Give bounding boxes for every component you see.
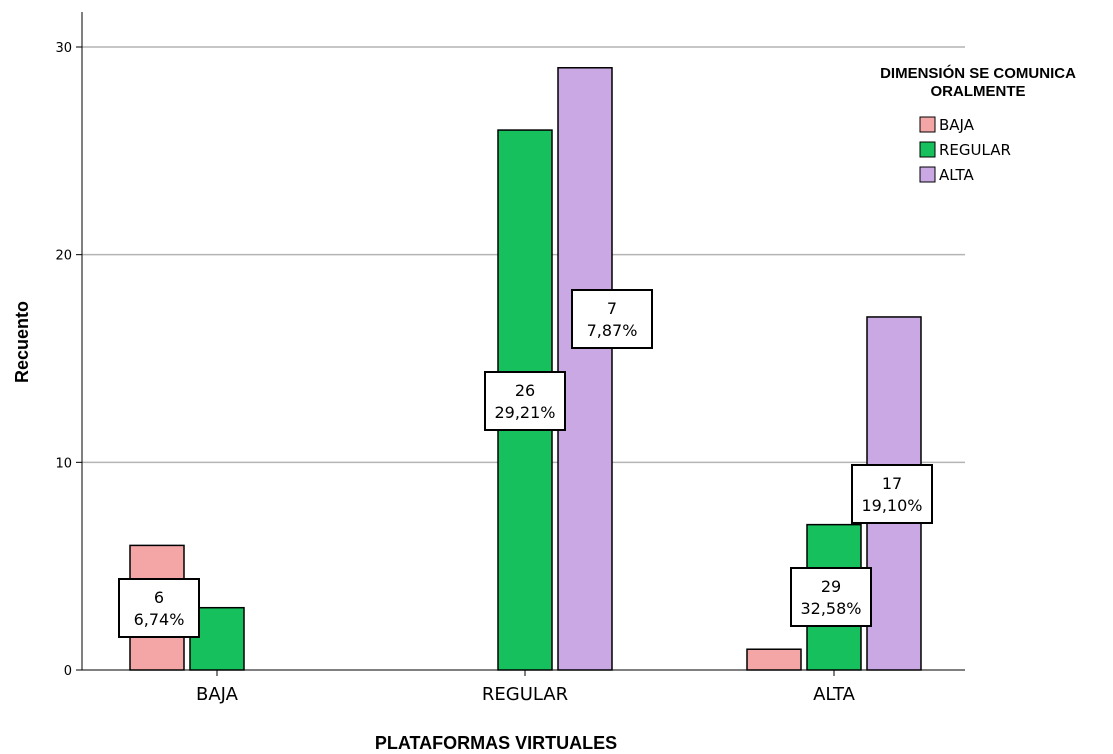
legend-label: BAJA [939,116,975,134]
bar-alta-baja [746,648,802,671]
y-axis-ticks: 0 10 20 30 [55,41,82,679]
x-axis-categories: BAJA REGULAR ALTA [196,670,856,705]
data-label: 29 32,58% [790,567,872,627]
data-labels: 6 6,74% 26 29,21% 7 7,87% 29 32,58% 17 19,10% [118,289,933,638]
y-tick-label: 10 [55,456,72,471]
legend-title: DIMENSIÓN SE COMUNICA [880,64,1076,82]
x-category-label: ALTA [813,684,855,705]
data-label-percent: 19,10% [861,496,922,515]
legend-item-regular: REGULAR [919,141,1011,159]
data-label: 26 29,21% [484,371,566,431]
x-category-label: REGULAR [482,684,568,705]
legend-swatch [919,166,936,183]
data-label-count: 7 [607,299,617,318]
legend-label: ALTA [939,166,975,184]
data-label: 6 6,74% [118,578,200,638]
legend-swatch [919,116,936,133]
data-label-count: 29 [821,577,841,596]
data-label-percent: 7,87% [587,321,638,340]
x-category-label: BAJA [196,684,239,705]
bar-regular-alta [557,67,613,671]
y-axis-title: Recuento [12,301,32,383]
data-label-percent: 32,58% [800,599,861,618]
y-tick-label: 30 [55,41,72,56]
y-tick-label: 20 [55,249,72,264]
data-label: 7 7,87% [571,289,653,349]
legend-label: REGULAR [939,141,1011,159]
legend-item-alta: ALTA [919,166,975,184]
x-axis-title: PLATAFORMAS VIRTUALES [375,733,617,753]
legend-item-baja: BAJA [919,116,975,134]
data-label: 17 19,10% [851,464,933,524]
y-tick-label: 0 [64,664,72,679]
legend-swatch [919,141,936,158]
data-label-percent: 6,74% [134,610,185,629]
data-label-percent: 29,21% [494,403,555,422]
data-label-count: 6 [154,588,164,607]
data-label-count: 26 [515,381,535,400]
legend-title: ORALMENTE [931,83,1026,100]
data-label-count: 17 [882,474,902,493]
